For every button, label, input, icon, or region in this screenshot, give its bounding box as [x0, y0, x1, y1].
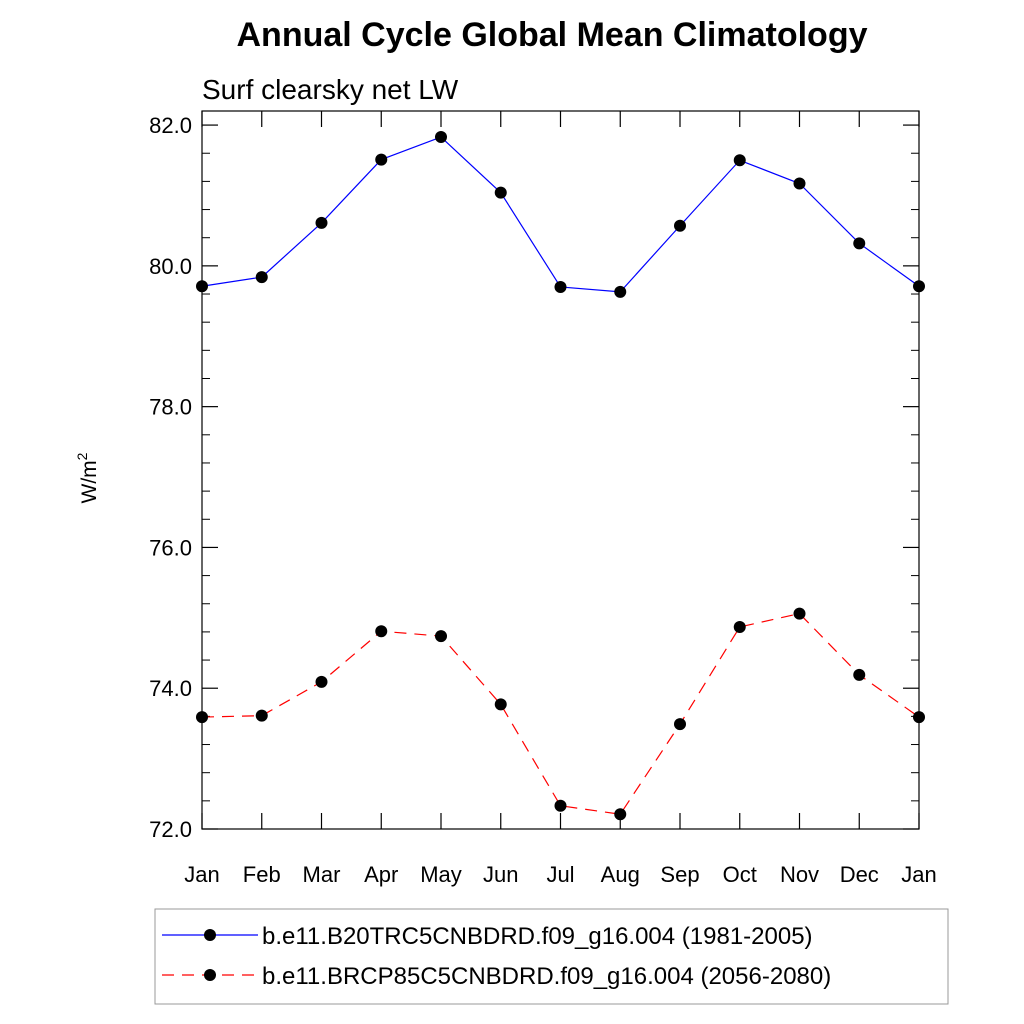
- legend-label: b.e11.BRCP85C5CNBDRD.f09_g16.004 (2056-2…: [262, 963, 831, 990]
- x-tick-label: Mar: [303, 862, 341, 887]
- data-point: [853, 237, 866, 250]
- data-point: [196, 711, 208, 724]
- data-point: [674, 718, 686, 731]
- data-point: [614, 285, 627, 298]
- y-axis-label-text: W/m: [78, 460, 101, 503]
- x-tick-label: Apr: [364, 862, 398, 887]
- data-point: [733, 154, 746, 167]
- legend-box: [154, 908, 949, 1005]
- legend-marker: [204, 929, 216, 941]
- x-tick-label: Oct: [723, 862, 757, 887]
- data-point: [315, 216, 328, 229]
- data-point: [255, 271, 268, 284]
- data-point: [375, 153, 388, 166]
- data-point: [614, 808, 627, 821]
- legend-item-1: b.e11.B20TRC5CNBDRD.f09_g16.004 (1981-20…: [162, 923, 813, 950]
- data-point: [554, 799, 567, 812]
- x-tick-label: Aug: [601, 862, 640, 887]
- data-point: [435, 630, 447, 643]
- y-axis-label: W/m2: [74, 452, 101, 503]
- data-point: [913, 280, 925, 293]
- x-tick-label: May: [420, 862, 462, 887]
- data-point: [674, 219, 686, 232]
- data-point: [793, 177, 806, 190]
- y-tick-label: 74.0: [149, 676, 192, 701]
- legend: b.e11.B20TRC5CNBDRD.f09_g16.004 (1981-20…: [154, 908, 949, 1005]
- y-axis-label-superscript: 2: [74, 452, 90, 460]
- data-point: [494, 186, 507, 199]
- series-1: [196, 131, 925, 298]
- x-tick-label: Sep: [660, 862, 699, 887]
- series-line: [201, 136, 920, 293]
- plot-frame: [201, 110, 920, 830]
- y-tick-label: 80.0: [149, 254, 192, 279]
- x-tick-label: Jul: [546, 862, 574, 887]
- data-point: [793, 607, 806, 620]
- series-2: [196, 607, 925, 821]
- x-tick-label: Nov: [780, 862, 819, 887]
- y-tick-label: 78.0: [149, 395, 192, 420]
- x-tick-label: Jan: [184, 862, 219, 887]
- y-tick-label: 76.0: [149, 535, 192, 560]
- x-tick-label: Feb: [243, 862, 281, 887]
- data-point: [196, 280, 208, 293]
- data-point: [733, 620, 746, 633]
- data-point: [913, 711, 925, 724]
- x-tick-label: Dec: [840, 862, 879, 887]
- y-tick-label: 82.0: [149, 113, 192, 138]
- chart-subtitle: Surf clearsky net LW: [202, 74, 459, 105]
- legend-label: b.e11.B20TRC5CNBDRD.f09_g16.004 (1981-20…: [262, 923, 813, 950]
- series-layer: [196, 131, 925, 821]
- data-point: [315, 675, 328, 688]
- chart-title: Annual Cycle Global Mean Climatology: [237, 16, 868, 54]
- legend-marker: [204, 969, 216, 981]
- x-tick-label: Jan: [901, 862, 936, 887]
- x-tick-label: Jun: [483, 862, 518, 887]
- data-point: [494, 698, 507, 711]
- series-line: [201, 612, 920, 815]
- svg-text:W/m2: W/m2: [74, 452, 101, 503]
- data-point: [554, 280, 567, 293]
- y-tick-label: 72.0: [149, 817, 192, 842]
- legend-item-2: b.e11.BRCP85C5CNBDRD.f09_g16.004 (2056-2…: [162, 963, 831, 990]
- data-point: [853, 668, 866, 681]
- data-point: [255, 709, 268, 722]
- plot-axes: 72.0 74.0 76.0 78.0 80.0 82.0 Jan Feb Mar Apr May J…: [149, 110, 937, 887]
- data-point: [375, 625, 388, 638]
- data-point: [435, 131, 447, 144]
